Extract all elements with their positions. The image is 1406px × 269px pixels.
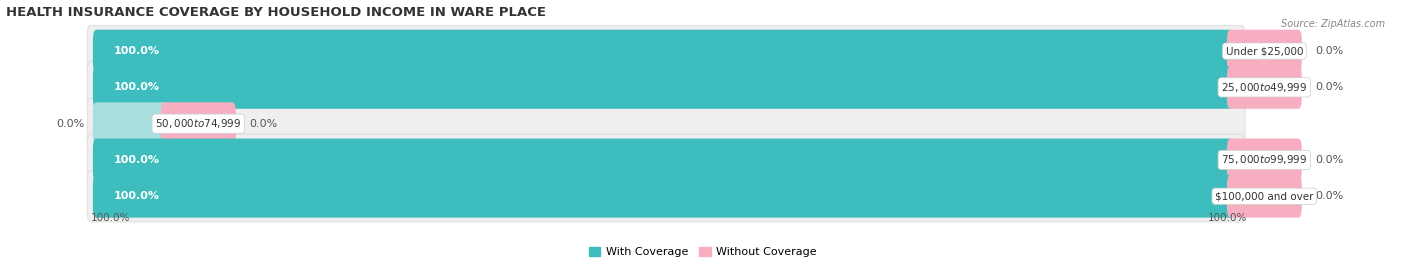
Text: 100.0%: 100.0% [114,155,159,165]
FancyBboxPatch shape [160,102,236,145]
Text: 0.0%: 0.0% [56,119,84,129]
FancyBboxPatch shape [93,66,1233,109]
Text: 100.0%: 100.0% [90,213,129,223]
Text: 0.0%: 0.0% [1316,82,1344,92]
FancyBboxPatch shape [93,175,1233,218]
FancyBboxPatch shape [93,102,167,145]
Text: 100.0%: 100.0% [114,191,159,201]
Text: 100.0%: 100.0% [114,82,159,92]
Text: 0.0%: 0.0% [1316,191,1344,201]
FancyBboxPatch shape [93,139,1233,181]
FancyBboxPatch shape [1227,139,1302,181]
Text: 100.0%: 100.0% [1208,213,1247,223]
Text: HEALTH INSURANCE COVERAGE BY HOUSEHOLD INCOME IN WARE PLACE: HEALTH INSURANCE COVERAGE BY HOUSEHOLD I… [6,6,546,19]
Legend: With Coverage, Without Coverage: With Coverage, Without Coverage [585,243,821,262]
Text: 0.0%: 0.0% [1316,46,1344,56]
Text: 0.0%: 0.0% [249,119,277,129]
Text: 100.0%: 100.0% [114,46,159,56]
Text: $100,000 and over: $100,000 and over [1215,191,1313,201]
Text: Source: ZipAtlas.com: Source: ZipAtlas.com [1281,19,1385,29]
FancyBboxPatch shape [87,25,1246,77]
FancyBboxPatch shape [87,98,1246,149]
Text: $50,000 to $74,999: $50,000 to $74,999 [155,117,242,130]
FancyBboxPatch shape [93,30,1233,73]
Text: 0.0%: 0.0% [1316,155,1344,165]
FancyBboxPatch shape [1227,66,1302,109]
FancyBboxPatch shape [87,134,1246,186]
FancyBboxPatch shape [1227,175,1302,218]
Text: $75,000 to $99,999: $75,000 to $99,999 [1222,153,1308,167]
FancyBboxPatch shape [87,62,1246,113]
FancyBboxPatch shape [87,171,1246,222]
Text: $25,000 to $49,999: $25,000 to $49,999 [1222,81,1308,94]
Text: Under $25,000: Under $25,000 [1226,46,1303,56]
FancyBboxPatch shape [1227,30,1302,73]
